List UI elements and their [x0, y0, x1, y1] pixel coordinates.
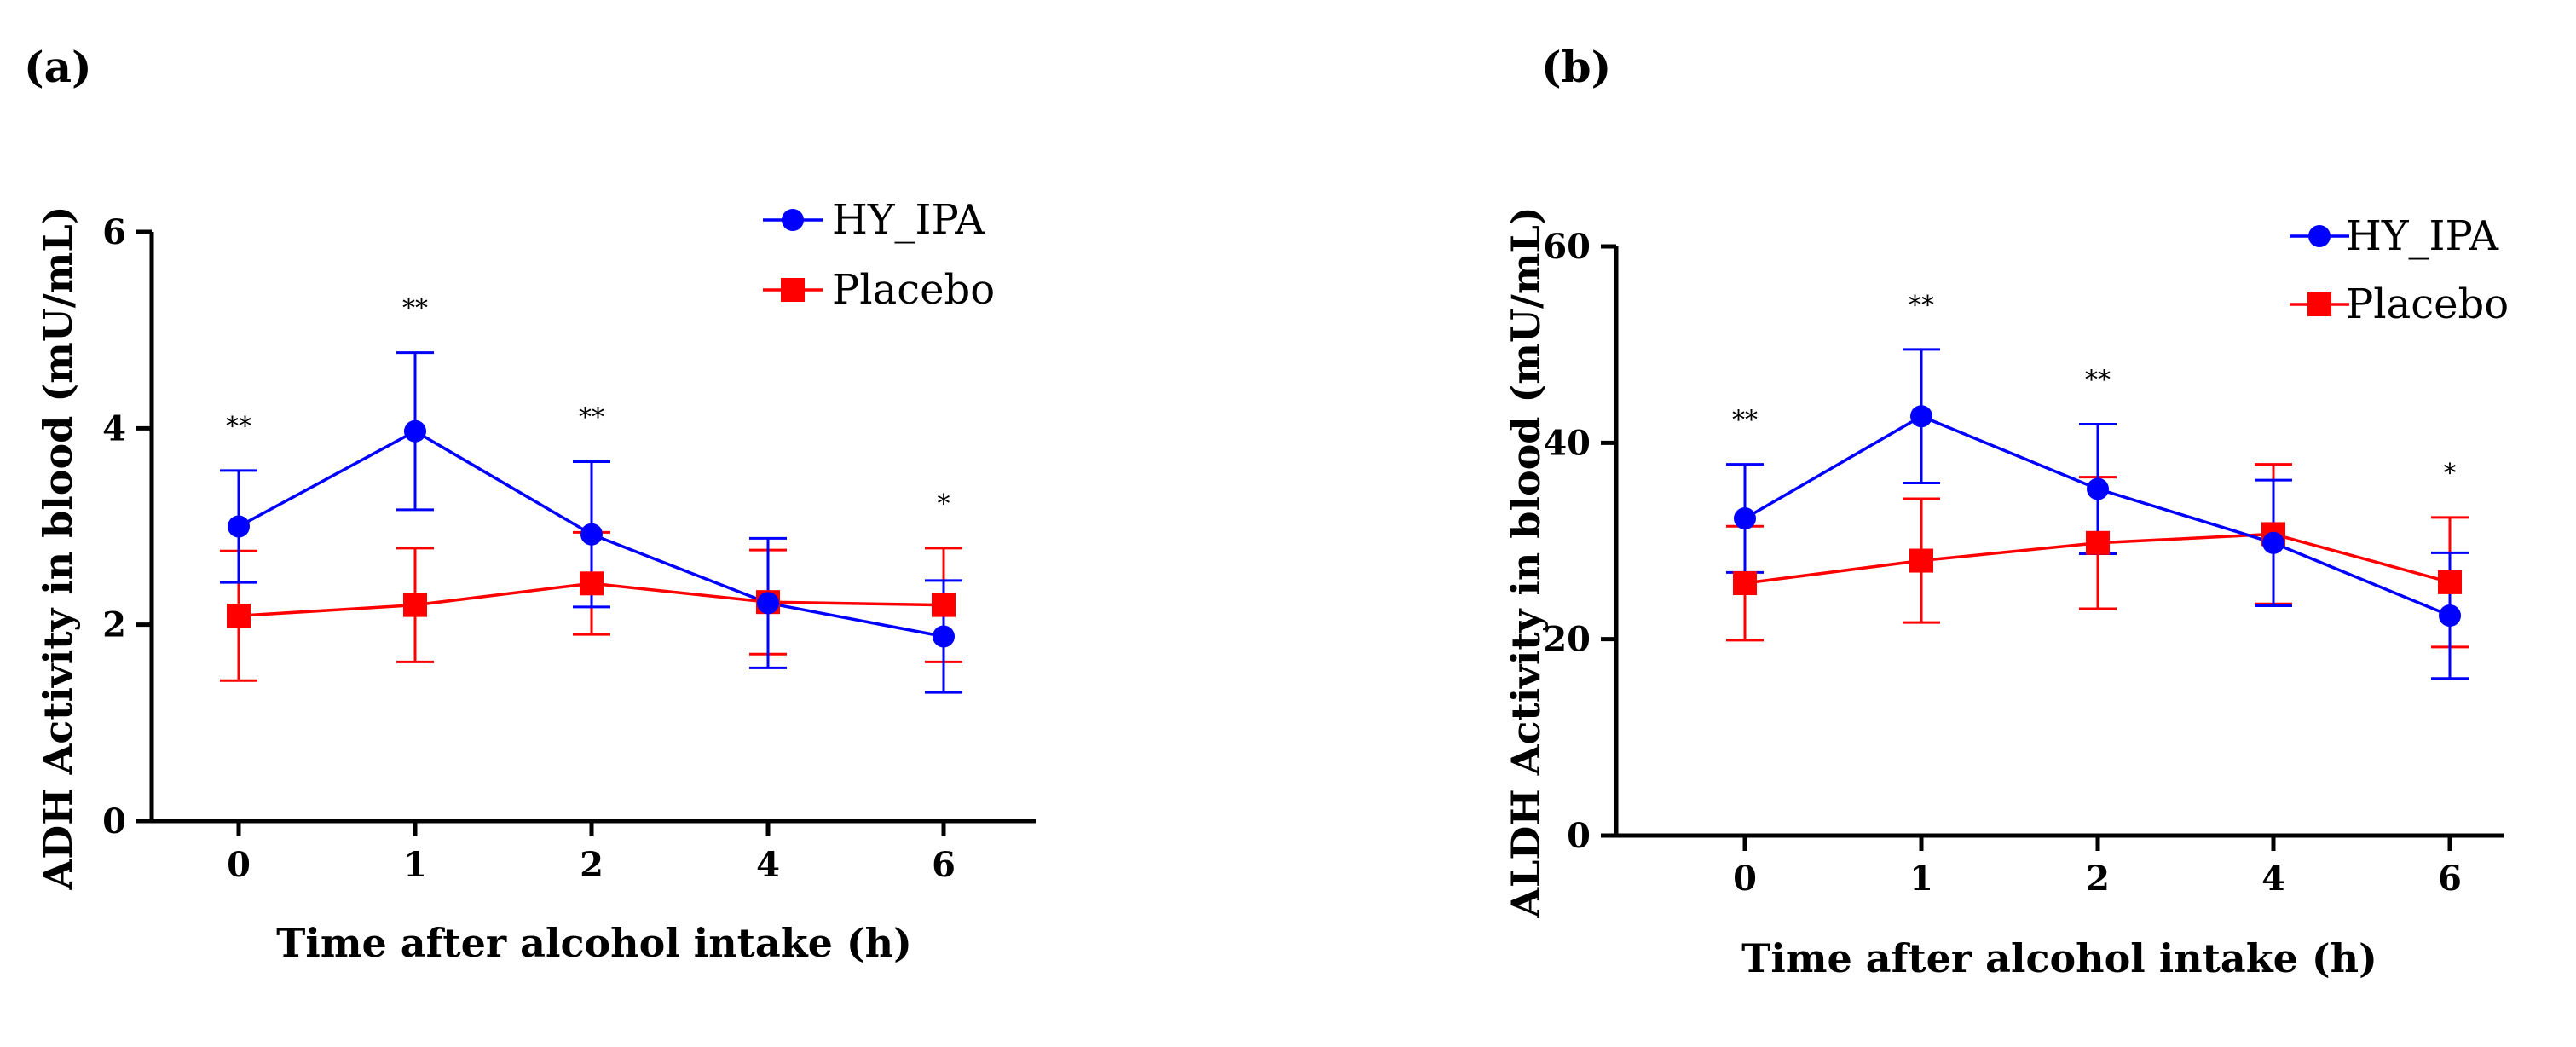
x-tick-label: 6: [932, 845, 956, 885]
x-tick-label: 0: [227, 845, 251, 885]
significance-marker: *: [938, 489, 950, 519]
data-point-hy_ipa: [2262, 531, 2284, 554]
legend-label: Placebo: [832, 266, 995, 314]
significance-marker: **: [226, 412, 251, 442]
legend-label: Placebo: [2346, 281, 2509, 328]
y-tick-label: 40: [1543, 423, 1591, 463]
data-point-placebo: [1733, 571, 1757, 596]
significance-marker: **: [402, 294, 428, 324]
data-point-hy_ipa: [1910, 405, 1932, 428]
significance-marker: **: [579, 402, 604, 432]
x-tick-label: 2: [2086, 859, 2110, 899]
y-tick-label: 2: [102, 605, 126, 645]
panel-b: (b) 0 20 40 60 0 1 2 4 6 Time after alcohol intake…: [1503, 42, 2509, 981]
y-tick-label: 0: [102, 801, 126, 842]
legend-marker: [782, 209, 804, 231]
x-tick-label: 6: [2438, 859, 2462, 899]
y-tick-label: 60: [1543, 227, 1591, 267]
x-tick-label: 1: [403, 845, 427, 885]
data-point-hy_ipa: [228, 515, 250, 538]
data-point-placebo: [2438, 570, 2462, 594]
legend-marker: [781, 278, 805, 302]
x-axis-title: Time after alcohol intake (h): [1741, 935, 2377, 981]
data-point-hy_ipa: [2087, 477, 2109, 500]
x-axis-title: Time after alcohol intake (h): [276, 920, 912, 966]
x-tick-label: 4: [2261, 859, 2285, 899]
y-axis-title: ADH Activity in blood (mU/mL): [35, 206, 81, 891]
y-tick-label: 0: [1567, 816, 1591, 856]
y-axis-title: ALDH Activity in blood (mU/mL): [1503, 206, 1549, 918]
x-tick-label: 2: [580, 845, 604, 885]
panel-a: (a) 0 2 4 6 0 1 2 4 6 Time after alcohol intake (h…: [24, 42, 1036, 966]
y-tick-label: 6: [102, 212, 126, 252]
data-point-placebo: [1909, 548, 1933, 573]
data-point-placebo: [932, 593, 956, 617]
data-point-placebo: [403, 593, 427, 617]
y-tick-label: 20: [1543, 620, 1591, 660]
data-point-hy_ipa: [2439, 604, 2461, 628]
data-point-placebo: [580, 571, 604, 596]
y-tick-label: 4: [102, 408, 126, 448]
data-point-hy_ipa: [404, 419, 426, 443]
legend-marker: [2308, 225, 2331, 247]
x-tick-label: 4: [756, 845, 780, 885]
x-tick-label: 0: [1733, 859, 1757, 899]
significance-marker: **: [2085, 365, 2111, 395]
data-point-placebo: [2086, 530, 2110, 555]
data-point-hy_ipa: [757, 592, 779, 615]
x-tick-label: 1: [1909, 859, 1933, 899]
significance-marker: **: [1909, 291, 1934, 321]
data-point-hy_ipa: [580, 523, 603, 546]
data-point-hy_ipa: [1734, 507, 1756, 530]
panel-label: (b): [1541, 42, 1611, 92]
significance-marker: **: [1732, 406, 1758, 436]
legend-label: HY_IPA: [2346, 212, 2499, 260]
legend-label: HY_IPA: [832, 196, 985, 244]
panel-label: (a): [24, 42, 92, 92]
legend-marker: [2307, 292, 2331, 316]
data-point-hy_ipa: [933, 625, 955, 648]
data-point-placebo: [227, 604, 251, 628]
significance-marker: *: [2444, 459, 2457, 489]
